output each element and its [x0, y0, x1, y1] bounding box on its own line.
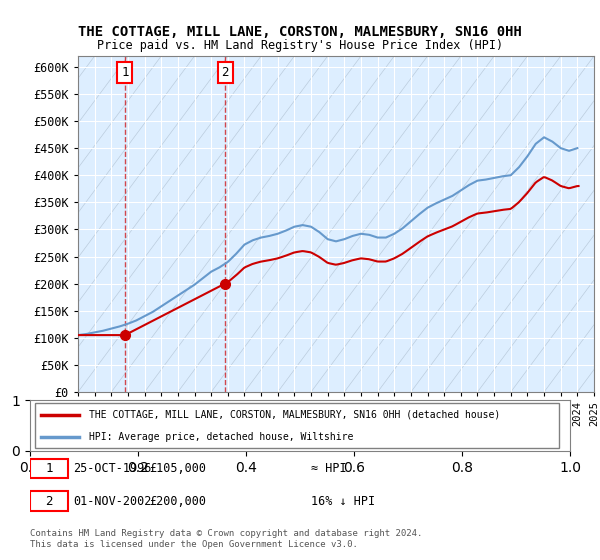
Text: Price paid vs. HM Land Registry's House Price Index (HPI): Price paid vs. HM Land Registry's House …: [97, 39, 503, 52]
FancyBboxPatch shape: [35, 403, 559, 448]
Text: 2: 2: [45, 494, 53, 507]
Text: HPI: Average price, detached house, Wiltshire: HPI: Average price, detached house, Wilt…: [89, 432, 354, 442]
Text: 1: 1: [45, 463, 53, 475]
Text: 16% ↓ HPI: 16% ↓ HPI: [311, 494, 375, 507]
Text: THE COTTAGE, MILL LANE, CORSTON, MALMESBURY, SN16 0HH (detached house): THE COTTAGE, MILL LANE, CORSTON, MALMESB…: [89, 409, 500, 419]
Text: ≈ HPI: ≈ HPI: [311, 463, 346, 475]
Text: £105,000: £105,000: [149, 463, 206, 475]
Text: £200,000: £200,000: [149, 494, 206, 507]
Text: 01-NOV-2002: 01-NOV-2002: [73, 494, 152, 507]
FancyBboxPatch shape: [30, 459, 68, 478]
Text: 25-OCT-1996: 25-OCT-1996: [73, 463, 152, 475]
FancyBboxPatch shape: [30, 491, 68, 511]
FancyBboxPatch shape: [73, 56, 599, 392]
Text: 2: 2: [221, 66, 229, 79]
Text: Contains HM Land Registry data © Crown copyright and database right 2024.
This d: Contains HM Land Registry data © Crown c…: [30, 529, 422, 549]
Text: 1: 1: [121, 66, 128, 79]
Text: THE COTTAGE, MILL LANE, CORSTON, MALMESBURY, SN16 0HH: THE COTTAGE, MILL LANE, CORSTON, MALMESB…: [78, 25, 522, 39]
